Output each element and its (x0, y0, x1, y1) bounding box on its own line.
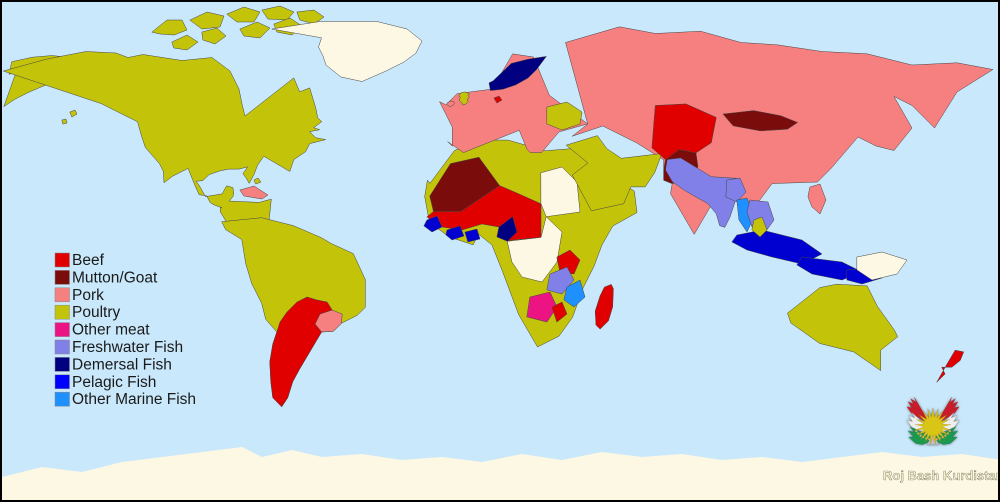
svg-text:Roj Bash Kurdistan: Roj Bash Kurdistan (883, 468, 1000, 483)
